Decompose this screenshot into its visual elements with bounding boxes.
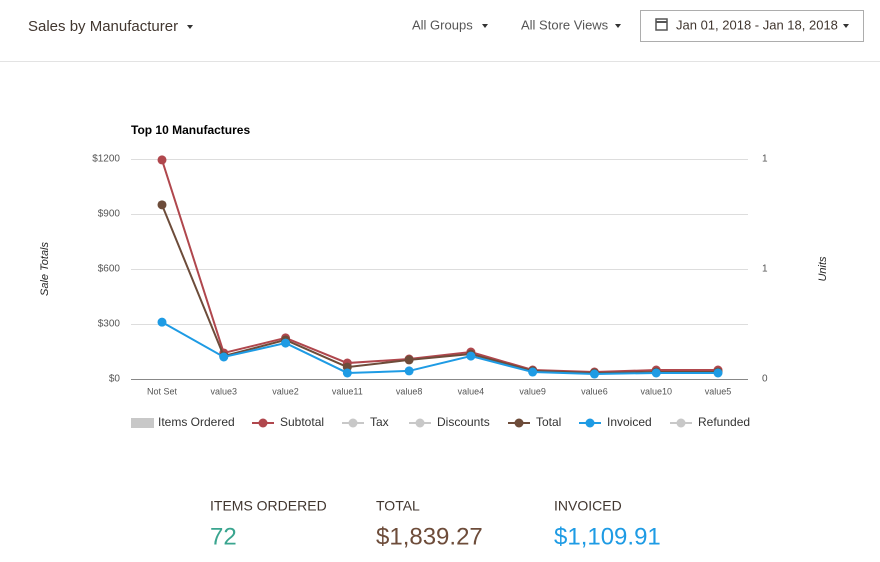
legend-label: Invoiced <box>607 415 652 429</box>
series-line <box>161 159 718 374</box>
data-point <box>589 369 599 379</box>
data-point <box>157 317 167 327</box>
y-tick-label: $600 <box>98 264 121 275</box>
calendar-icon <box>655 18 668 31</box>
groups-filter[interactable]: All Groups <box>412 17 473 32</box>
data-point <box>219 352 229 362</box>
legend-swatch <box>348 418 358 428</box>
x-tick-label: value11 <box>332 386 363 396</box>
legend-swatch <box>415 418 425 428</box>
legend-swatch <box>676 418 686 428</box>
chart-title: Top 10 Manufactures <box>131 123 250 137</box>
data-point <box>404 355 414 365</box>
legend-label: Subtotal <box>280 415 324 429</box>
summary-label: TOTAL <box>376 498 420 514</box>
data-point <box>404 366 414 376</box>
y-tick-label: $0 <box>109 374 121 385</box>
x-tick-label: value5 <box>705 386 732 396</box>
x-tick-label: value10 <box>640 386 672 396</box>
legend-swatch <box>585 418 595 428</box>
summary-label: INVOICED <box>554 498 622 514</box>
date-picker[interactable] <box>640 10 864 42</box>
date-range[interactable]: Jan 01, 2018 - Jan 18, 2018 <box>676 17 838 32</box>
data-point <box>466 351 476 361</box>
legend-label: Refunded <box>698 415 750 429</box>
data-point <box>281 338 291 348</box>
caret <box>843 24 849 28</box>
legend-label: Tax <box>370 415 389 429</box>
legend-label: Discounts <box>437 415 490 429</box>
legend-label: Items Ordered <box>158 415 235 429</box>
y2-tick-label: 1 <box>762 264 768 275</box>
data-point <box>157 200 167 210</box>
data-point <box>713 368 723 378</box>
y-axis-label: Sale Totals <box>39 241 51 296</box>
y2-axis-label: Units <box>817 256 829 282</box>
y2-tick-label: 1 <box>762 154 768 165</box>
data-point <box>157 155 167 165</box>
summary-label: ITEMS ORDERED <box>210 498 327 514</box>
x-tick-label: value4 <box>458 386 485 396</box>
data-point <box>651 368 661 378</box>
legend-label: Total <box>536 415 561 429</box>
y2-tick-label: 0 <box>762 374 768 385</box>
x-tick-label: value8 <box>396 386 423 396</box>
y-tick-label: $900 <box>98 209 121 220</box>
legend-swatch <box>514 418 524 428</box>
summary-value: $1,109.91 <box>554 523 661 550</box>
caret <box>482 24 488 28</box>
x-tick-label: value2 <box>272 386 299 396</box>
data-point <box>342 368 352 378</box>
summary-value: $1,839.27 <box>376 523 483 550</box>
series-line <box>161 321 718 376</box>
x-tick-label: value6 <box>581 386 608 396</box>
y-tick-label: $1200 <box>92 154 120 165</box>
caret <box>615 24 621 28</box>
x-tick-label: Not Set <box>147 386 178 396</box>
caret <box>187 25 193 29</box>
x-tick-label: value9 <box>519 386 546 396</box>
y-tick-label: $300 <box>98 319 121 330</box>
data-point <box>528 367 538 377</box>
x-tick-label: value3 <box>211 386 238 396</box>
report-title[interactable]: Sales by Manufacturer <box>28 18 178 35</box>
legend-swatch <box>131 418 154 428</box>
legend-swatch <box>258 418 268 428</box>
series-line <box>161 204 718 374</box>
store-views-filter[interactable]: All Store Views <box>521 17 609 32</box>
summary-value: 72 <box>210 523 237 550</box>
